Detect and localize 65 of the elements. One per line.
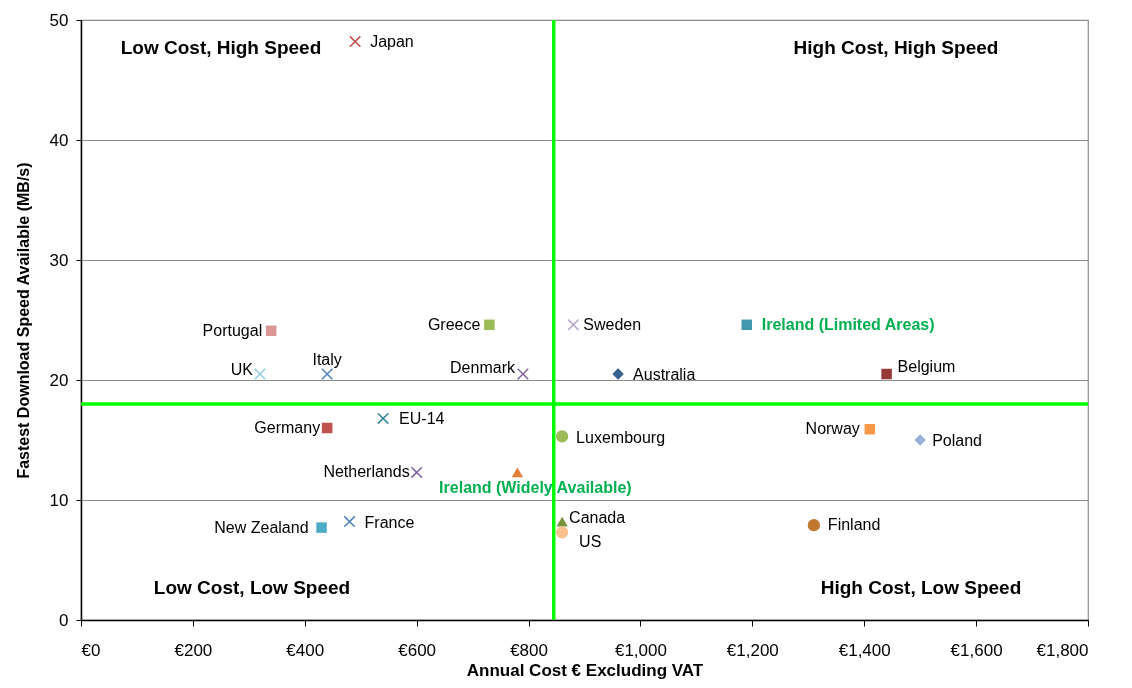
y-tick-label: 10 — [49, 490, 69, 510]
series-label: Portugal — [202, 321, 263, 339]
series-label: Finland — [827, 516, 881, 534]
y-tick-label: 40 — [49, 130, 69, 150]
series-label: France — [364, 513, 415, 531]
series-label: Germany — [254, 419, 321, 436]
point — [349, 35, 362, 48]
series-label: Sweden — [583, 315, 642, 333]
point — [864, 423, 876, 435]
point — [567, 318, 580, 331]
series-label: Greece — [427, 315, 481, 333]
y-tick-label: 50 — [49, 10, 69, 30]
series-label: Netherlands — [323, 463, 410, 481]
x-tick-label: €800 — [510, 640, 548, 660]
annotation: High Cost, Low Speed — [820, 577, 1022, 598]
point — [410, 466, 423, 479]
point — [516, 368, 529, 380]
annotation: High Cost, High Speed — [793, 37, 999, 58]
x-tick-label: €200 — [174, 640, 213, 660]
x-tick-label: €1,000 — [614, 640, 667, 660]
x-tick-label: €1,200 — [726, 640, 779, 660]
series-label: Denmark — [450, 359, 516, 376]
series-label: EU-14 — [399, 410, 445, 428]
series-label: Italy — [312, 351, 342, 368]
series-label: UK — [230, 361, 254, 378]
point — [484, 319, 495, 331]
series-label: Luxembourg — [576, 429, 666, 447]
x-tick-label: €1,400 — [838, 640, 891, 660]
series-label: Ireland (Limited Areas) — [761, 315, 935, 333]
point — [556, 526, 569, 539]
series-label: US — [579, 533, 602, 551]
x-tick-label: €600 — [398, 640, 437, 660]
point — [511, 467, 524, 478]
x-axis-title: Annual Cost € Excluding VAT — [466, 660, 704, 680]
series-label: Japan — [370, 32, 414, 50]
annotation: Low Cost, Low Speed — [153, 577, 351, 598]
point — [556, 516, 568, 527]
x-tick-label: €0 — [81, 640, 101, 660]
point — [612, 368, 624, 380]
x-tick-label: €1,800 — [1036, 640, 1089, 660]
series-label: New Zealand — [214, 518, 309, 536]
series-label: Poland — [932, 432, 982, 449]
y-tick-label: 20 — [49, 370, 69, 390]
series-label: Canada — [569, 508, 626, 526]
series-label: Belgium — [897, 358, 956, 375]
y-axis-title: Fastest Download Speed Available (MB/s) — [14, 162, 32, 479]
point — [321, 368, 334, 380]
point — [343, 515, 356, 528]
point — [265, 325, 277, 337]
point — [881, 368, 892, 380]
point — [316, 522, 327, 533]
series-label: Norway — [805, 420, 860, 438]
series-label: Australia — [633, 366, 696, 383]
point — [321, 422, 333, 434]
x-tick-label: €400 — [286, 640, 325, 660]
annotation: Low Cost, High Speed — [120, 37, 322, 58]
point — [556, 430, 569, 443]
y-tick-label: 0 — [59, 610, 69, 630]
x-tick-label: €1,600 — [950, 640, 1003, 660]
point — [377, 412, 390, 425]
y-tick-label: 30 — [49, 250, 69, 270]
point — [807, 519, 820, 532]
point — [741, 319, 752, 331]
point — [254, 368, 267, 380]
point — [914, 434, 926, 446]
